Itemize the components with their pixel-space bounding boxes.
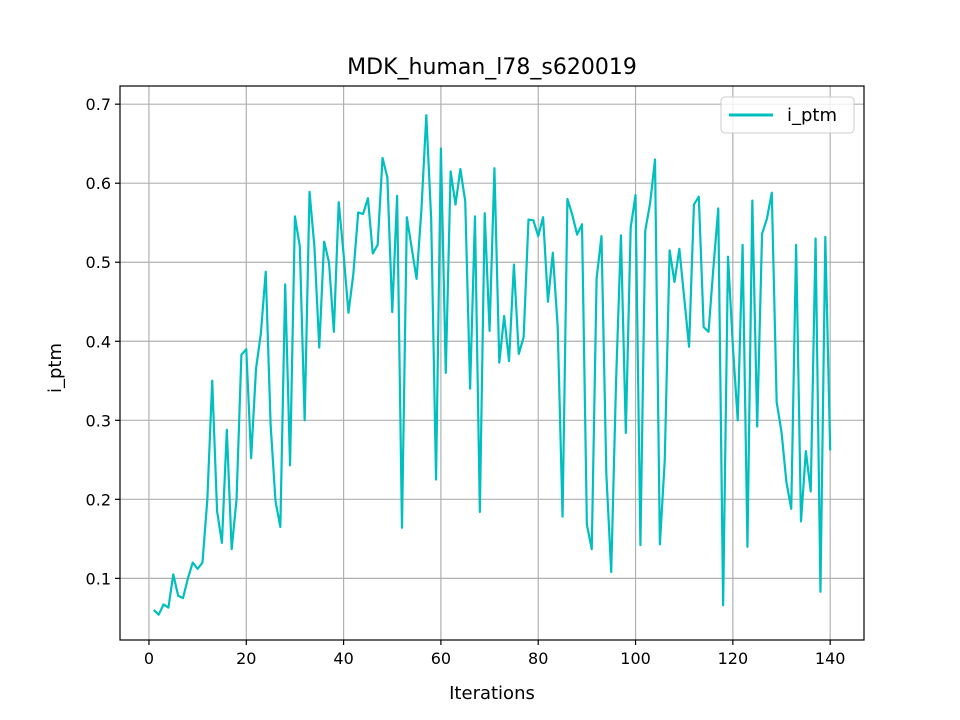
chart-title: MDK_human_l78_s620019: [347, 55, 637, 80]
y-tick-label: 0.5: [86, 253, 111, 272]
x-tick-label: 140: [815, 649, 846, 668]
legend-label-i-ptm: i_ptm: [787, 105, 837, 126]
y-tick-label: 0.4: [86, 332, 111, 351]
x-axis-label: Iterations: [449, 683, 535, 704]
y-tick-label: 0.7: [86, 95, 111, 114]
axis-ticks: 0 20 40 60 80 100 120 140 0.1 0.2 0.3 0.4 0.5 0.6 0.7: [86, 95, 846, 668]
grid-lines: [120, 86, 864, 640]
plot-frame: [119, 85, 865, 641]
y-tick-label: 0.6: [86, 174, 111, 193]
series-line-i-ptm: [153, 114, 832, 616]
y-tick-label: 0.1: [86, 569, 111, 588]
x-tick-label: 120: [718, 649, 749, 668]
x-tick-label: 0: [144, 649, 154, 668]
x-tick-label: 80: [528, 649, 548, 668]
y-axis-label: i_ptm: [45, 343, 66, 393]
y-tick-label: 0.3: [86, 411, 111, 430]
series-lines: [153, 114, 832, 616]
y-tick-label: 0.2: [86, 490, 111, 509]
x-tick-label: 20: [236, 649, 256, 668]
legend: i_ptm: [720, 96, 855, 134]
legend-box: [720, 96, 855, 134]
x-tick-label: 60: [431, 649, 451, 668]
x-tick-label: 40: [333, 649, 353, 668]
x-tick-label: 100: [620, 649, 651, 668]
